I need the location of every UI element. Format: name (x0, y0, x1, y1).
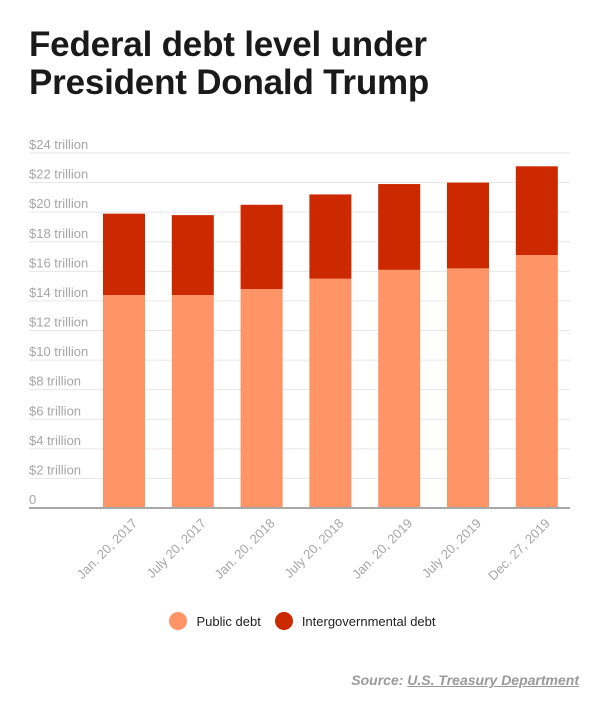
bar-chart: 0 $2 trillion $4 trillion $6 trillion $8 tri… (29, 137, 570, 584)
source-note: Source: U.S. Treasury Department (351, 672, 579, 688)
bar-public-debt[interactable] (309, 278, 352, 508)
y-tick-label: $22 trillion (29, 167, 88, 182)
y-tick-label: $24 trillion (29, 137, 88, 152)
bar-public-debt[interactable] (447, 268, 489, 508)
x-tick-label: Jan. 20, 2019 (349, 516, 415, 582)
x-tick-label: Jan. 20, 2018 (211, 516, 277, 582)
bar-intergovernmental-debt[interactable] (240, 204, 283, 290)
bar-public-debt[interactable] (240, 289, 283, 508)
bar-intergovernmental-debt[interactable] (378, 184, 421, 270)
legend-label-intergovernmental-debt: Intergovernmental debt (301, 613, 436, 629)
bar-public-debt[interactable] (515, 255, 558, 508)
chart-title: Federal debt level under President Donal… (29, 25, 430, 102)
y-tick-label: $16 trillion (29, 255, 88, 270)
y-tick-label: $2 trillion (29, 462, 81, 477)
legend-label-public-debt: Public debt (196, 613, 261, 629)
y-tick-label: $8 trillion (29, 374, 81, 389)
x-tick-label: July 20, 2017 (144, 516, 209, 581)
y-tick-label: $20 trillion (29, 196, 88, 211)
bar-intergovernmental-debt[interactable] (447, 182, 489, 269)
x-axis-ticks: Jan. 20, 2017 July 20, 2017 Jan. 20, 2018 J… (74, 516, 553, 584)
legend-swatch-intergovernmental-debt (274, 612, 293, 630)
y-axis-ticks: 0 $2 trillion $4 trillion $6 trillion $8 tri… (29, 137, 88, 507)
legend-item-intergovernmental-debt[interactable]: Intergovernmental debt (274, 612, 436, 630)
x-tick-label: Dec. 27, 2019 (485, 516, 553, 584)
x-tick-label: Jan. 20, 2017 (74, 516, 140, 582)
bar-intergovernmental-debt[interactable] (309, 194, 352, 279)
bar-intergovernmental-debt[interactable] (103, 213, 145, 295)
x-tick-label: July 20, 2018 (281, 516, 346, 581)
y-tick-label: $4 trillion (29, 433, 81, 448)
y-tick-label: $12 trillion (29, 315, 88, 330)
y-tick-label: $6 trillion (29, 403, 81, 418)
bar-intergovernmental-debt[interactable] (171, 215, 214, 295)
bar-public-debt[interactable] (378, 269, 421, 508)
legend-item-public-debt[interactable]: Public debt (169, 612, 261, 630)
y-tick-label: $18 trillion (29, 226, 88, 241)
y-tick-label: $14 trillion (29, 285, 88, 300)
y-tick-label: 0 (29, 492, 36, 507)
x-tick-label: July 20, 2019 (419, 516, 484, 581)
legend-swatch-public-debt (169, 612, 188, 630)
chart-legend: Public debt Intergovernmental debt (0, 612, 605, 630)
bar-intergovernmental-debt[interactable] (515, 166, 558, 256)
bar-public-debt[interactable] (171, 295, 214, 508)
bar-public-debt[interactable] (103, 295, 145, 508)
source-label: Source: (351, 672, 404, 688)
y-tick-label: $10 trillion (29, 344, 88, 359)
bars (103, 166, 558, 508)
source-link[interactable]: U.S. Treasury Department (407, 672, 579, 688)
